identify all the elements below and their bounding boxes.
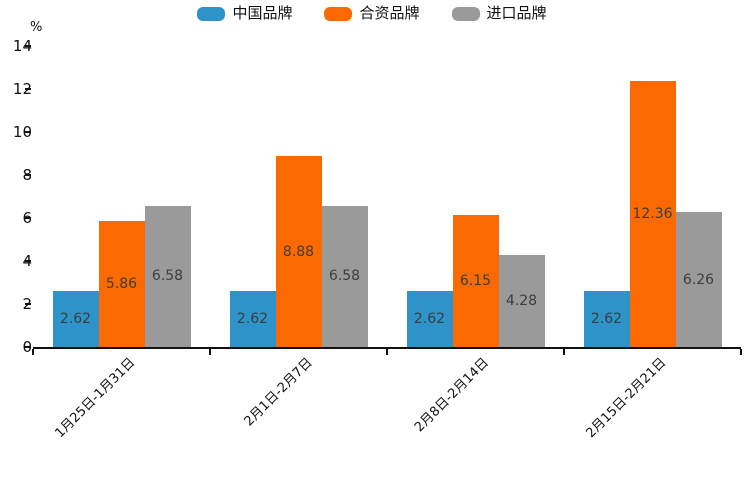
y-tick-mark xyxy=(25,45,31,47)
y-tick-label: 12 xyxy=(12,80,32,98)
legend-item: 合资品牌 xyxy=(324,4,420,22)
bar xyxy=(321,205,368,347)
bar-value-label: 6.58 xyxy=(328,268,361,285)
bar-value-label: 2.62 xyxy=(590,310,623,327)
y-tick-mark xyxy=(25,303,31,305)
bar xyxy=(275,156,322,347)
legend-swatch-icon xyxy=(197,6,226,21)
legend-label: 中国品牌 xyxy=(232,4,293,22)
x-tick-mark xyxy=(563,349,565,355)
y-tick-mark xyxy=(25,88,31,90)
bar xyxy=(98,221,145,347)
x-axis-line xyxy=(33,347,741,349)
bar xyxy=(452,214,499,347)
bar-value-label: 6.26 xyxy=(682,271,715,288)
bar xyxy=(629,81,676,347)
bar xyxy=(498,254,545,347)
x-tick-mark xyxy=(386,349,388,355)
bar xyxy=(144,205,191,347)
legend-swatch-icon xyxy=(324,6,353,21)
y-tick-label: 14 xyxy=(12,37,32,55)
y-axis-unit-label: % xyxy=(30,20,43,35)
y-tick-mark xyxy=(25,346,31,348)
y-tick-label: 10 xyxy=(12,123,32,141)
bar xyxy=(406,290,453,347)
y-tick-mark xyxy=(25,217,31,219)
bar xyxy=(52,290,99,347)
bar-value-label: 2.62 xyxy=(413,310,446,327)
x-tick-mark xyxy=(32,349,34,355)
legend-item: 进口品牌 xyxy=(451,4,547,22)
bar-value-label: 2.62 xyxy=(236,310,269,327)
x-category-label: 2月15日-2月21日 xyxy=(583,355,670,442)
x-tick-mark xyxy=(740,349,742,355)
legend-label: 合资品牌 xyxy=(359,4,420,22)
bar-value-label: 6.15 xyxy=(459,272,492,289)
bar-value-label: 12.36 xyxy=(632,206,673,223)
x-category-label: 1月25日-1月31日 xyxy=(52,355,139,442)
x-category-label: 2月8日-2月14日 xyxy=(412,355,493,436)
bar-value-label: 6.58 xyxy=(151,268,184,285)
bar xyxy=(583,290,630,347)
y-tick-mark xyxy=(25,174,31,176)
y-tick-mark xyxy=(25,131,31,133)
legend-item: 中国品牌 xyxy=(197,6,292,21)
bar-value-label: 2.62 xyxy=(59,310,92,327)
bar xyxy=(229,290,276,347)
x-category-label: 2月1日-2月7日 xyxy=(241,355,316,430)
y-tick-mark xyxy=(25,260,31,262)
legend-label: 进口品牌 xyxy=(486,4,547,22)
x-tick-mark xyxy=(209,349,211,355)
bar-value-label: 4.28 xyxy=(505,292,538,309)
legend-swatch-icon xyxy=(451,6,480,21)
bar-value-label: 5.86 xyxy=(105,276,138,292)
bar xyxy=(675,212,722,347)
bar-value-label: 8.88 xyxy=(282,243,315,260)
legend: 中国品牌 合资品牌 进口品牌 xyxy=(0,6,744,21)
